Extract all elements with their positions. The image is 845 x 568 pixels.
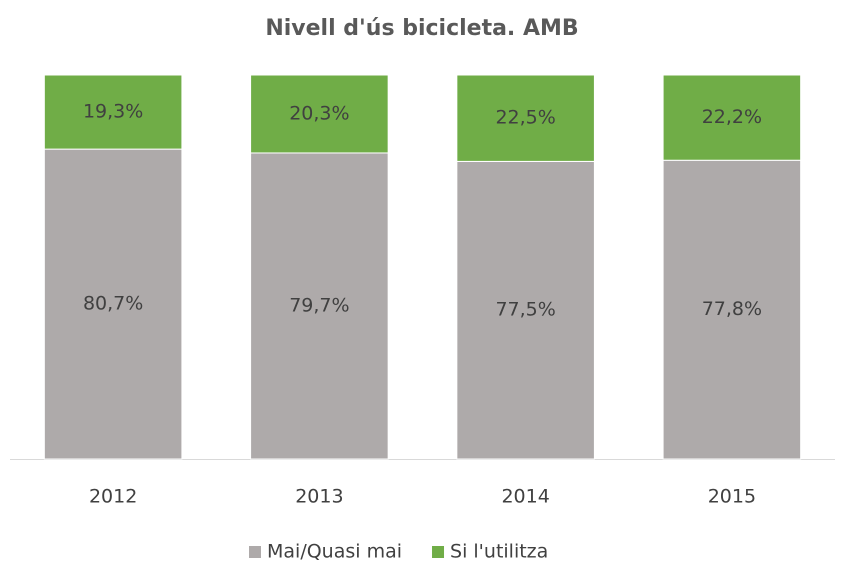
- data-label: 80,7%: [83, 293, 143, 315]
- data-label: 77,8%: [702, 298, 762, 320]
- bar-segment: [43, 74, 183, 150]
- data-label: 19,3%: [83, 101, 143, 123]
- data-label: 77,5%: [495, 299, 555, 321]
- x-tick-label: 2012: [89, 486, 137, 508]
- data-label: 20,3%: [289, 102, 349, 124]
- bar-segment: [250, 74, 389, 154]
- data-label: 22,5%: [495, 107, 555, 129]
- bar-segment: [662, 74, 802, 161]
- x-tick-label: 2014: [501, 486, 549, 508]
- chart-title: Nivell d'ús bicicleta. AMB: [265, 16, 578, 41]
- data-label: 22,2%: [702, 106, 762, 128]
- bar-segment: [456, 160, 595, 460]
- data-label: 79,7%: [289, 294, 349, 316]
- bar-segment: [250, 152, 389, 460]
- legend-label: Mai/Quasi mai: [267, 541, 402, 563]
- x-tick-label: 2013: [295, 486, 343, 508]
- bar-segment: [456, 74, 595, 162]
- bar-segment: [43, 148, 183, 460]
- legend-label: Si l'utilitza: [450, 541, 548, 563]
- x-tick-label: 2015: [708, 486, 756, 508]
- legend-swatch: [249, 546, 261, 558]
- legend-swatch: [432, 546, 445, 558]
- bar-segment: [662, 159, 802, 460]
